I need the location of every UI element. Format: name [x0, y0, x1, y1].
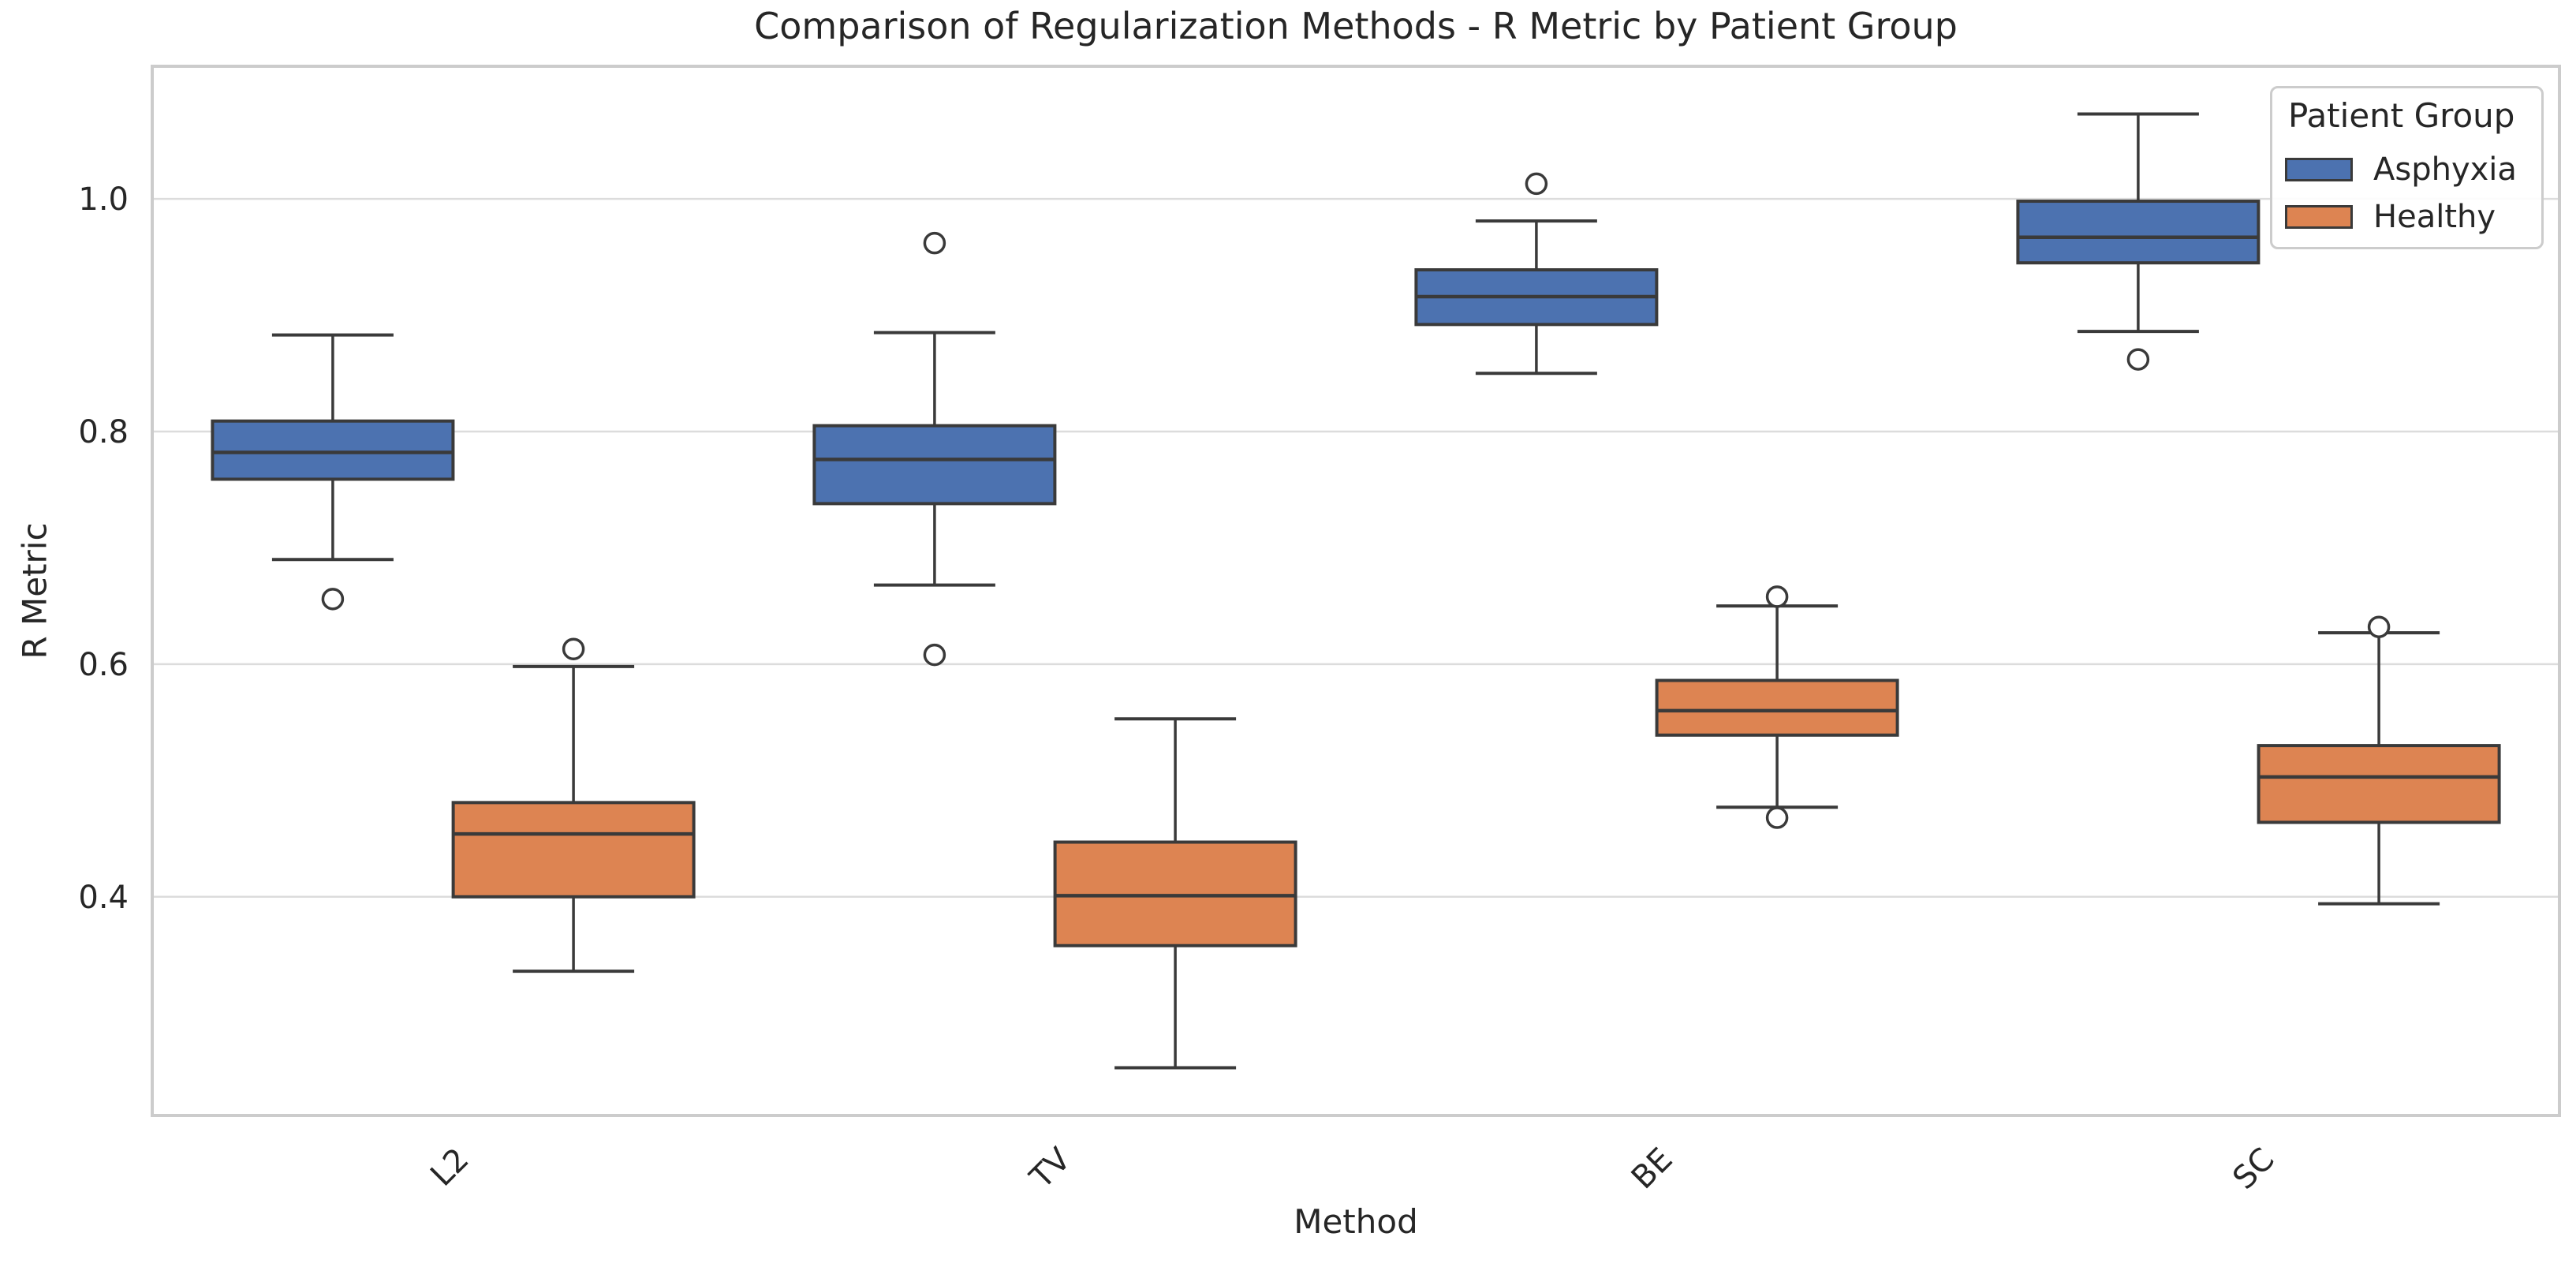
legend-title: Patient Group [2288, 96, 2515, 135]
outlier-Healthy-BE-0 [1765, 585, 1789, 608]
legend-label-asphyxia: Asphyxia [2373, 151, 2517, 188]
box-Healthy-L2 [451, 801, 696, 899]
y-tick-label-0.6: 0.6 [78, 647, 129, 683]
x-tick-label-BE: BE [1625, 1142, 1680, 1197]
asphyxia-swatch-icon [2285, 158, 2353, 181]
outlier-Asphyxia-SC-0 [2126, 348, 2150, 371]
y-tick-label-1.0: 1.0 [78, 181, 129, 218]
legend: Patient Group Asphyxia Healthy [2270, 86, 2544, 249]
outlier-Asphyxia-TV-0 [923, 231, 946, 255]
y-tick-label-0.8: 0.8 [78, 414, 129, 450]
legend-item-healthy: Healthy [2285, 199, 2496, 235]
x-tick-label-SC: SC [2226, 1142, 2281, 1197]
outlier-Healthy-BE-1 [1765, 806, 1789, 829]
y-axis-label: R Metric [15, 522, 54, 660]
outlier-Asphyxia-TV-1 [923, 643, 946, 667]
legend-label-healthy: Healthy [2373, 199, 2496, 235]
outlier-Healthy-L2-0 [562, 637, 585, 660]
axes-spines [151, 65, 2561, 1117]
outlier-Asphyxia-L2-0 [321, 588, 345, 611]
y-tick-label-0.4: 0.4 [78, 880, 129, 916]
box-Healthy-SC [2257, 744, 2501, 824]
healthy-swatch-icon [2285, 205, 2353, 229]
legend-item-asphyxia: Asphyxia [2285, 151, 2517, 188]
box-Healthy-BE [1655, 678, 1899, 737]
x-tick-label-TV: TV [1023, 1141, 1078, 1196]
x-axis-label: Method [1294, 1202, 1418, 1241]
box-Asphyxia-TV [812, 424, 1057, 506]
chart-title: Comparison of Regularization Methods - R… [754, 5, 1958, 47]
outlier-Healthy-SC-0 [2367, 615, 2391, 638]
box-Asphyxia-L2 [211, 419, 455, 481]
outlier-Asphyxia-BE-0 [1525, 172, 1548, 196]
box-Asphyxia-SC [2016, 200, 2261, 265]
x-tick-label-L2: L2 [424, 1142, 476, 1194]
